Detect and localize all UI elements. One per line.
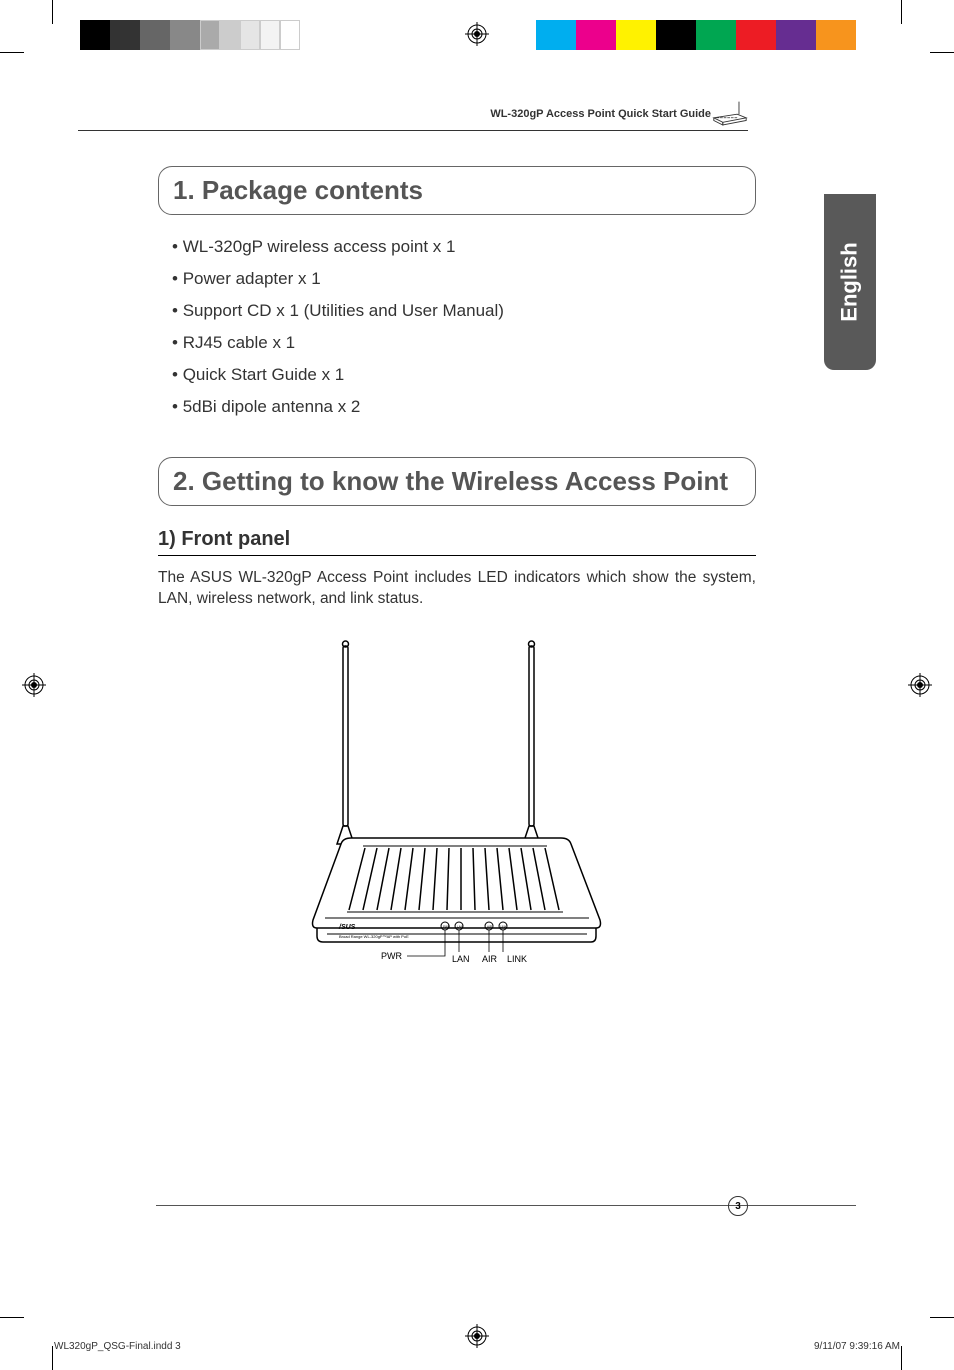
led-label-pwr: PWR	[381, 951, 402, 961]
header-title: WL-320gP Access Point Quick Start Guide	[490, 108, 711, 120]
list-item: RJ45 cable x 1	[172, 333, 756, 353]
led-label-link: LINK	[507, 954, 527, 964]
imprint-timestamp: 9/11/07 9:39:16 AM	[814, 1341, 900, 1352]
color-bar-cmyk	[536, 20, 856, 50]
crop-mark	[0, 1317, 24, 1318]
header-rule	[78, 130, 748, 131]
device-model: Broad Range WL-320gP™AP with PoE	[339, 934, 409, 939]
crop-mark	[52, 1346, 53, 1370]
language-label: English	[837, 242, 863, 321]
router-diagram: /SUS Broad Range WL-320gP™AP with PoE PW…	[307, 634, 607, 974]
crop-mark	[930, 52, 954, 53]
crop-mark	[930, 1317, 954, 1318]
imprint-filename: WL320gP_QSG-Final.indd 3	[54, 1341, 181, 1352]
crop-mark	[0, 52, 24, 53]
package-contents-list: WL-320gP wireless access point x 1 Power…	[172, 237, 756, 417]
section-2-body: The ASUS WL-320gP Access Point includes …	[158, 568, 756, 610]
registration-mark-icon	[908, 673, 932, 697]
led-label-lan: LAN	[452, 954, 470, 964]
svg-text:LINK: LINK	[500, 924, 507, 928]
registration-mark-icon	[465, 1324, 489, 1348]
page-content: WL-320gP Access Point Quick Start Guide …	[78, 94, 876, 1254]
registration-mark-icon	[465, 22, 489, 46]
list-item: Power adapter x 1	[172, 269, 756, 289]
list-item: Support CD x 1 (Utilities and User Manua…	[172, 301, 756, 321]
led-label-air: AIR	[482, 954, 498, 964]
language-tab: English	[824, 194, 876, 370]
svg-text:PWR: PWR	[443, 924, 451, 928]
crop-mark	[52, 0, 53, 24]
svg-text:LAN: LAN	[457, 924, 463, 928]
page-number: 3	[728, 1196, 748, 1216]
list-item: WL-320gP wireless access point x 1	[172, 237, 756, 257]
subheading-front-panel: 1) Front panel	[158, 528, 756, 556]
crop-mark	[901, 0, 902, 24]
list-item: 5dBi dipole antenna x 2	[172, 397, 756, 417]
svg-text:AIR: AIR	[487, 924, 493, 928]
section-1-title: 1. Package contents	[158, 166, 756, 215]
list-item: Quick Start Guide x 1	[172, 365, 756, 385]
registration-mark-icon	[22, 673, 46, 697]
section-2-title: 2. Getting to know the Wireless Access P…	[158, 457, 756, 506]
footer-rule	[156, 1205, 856, 1206]
crop-mark	[901, 1346, 902, 1370]
router-icon	[712, 98, 748, 128]
color-bar-grayscale	[80, 20, 300, 50]
device-brand: /SUS	[338, 924, 356, 931]
